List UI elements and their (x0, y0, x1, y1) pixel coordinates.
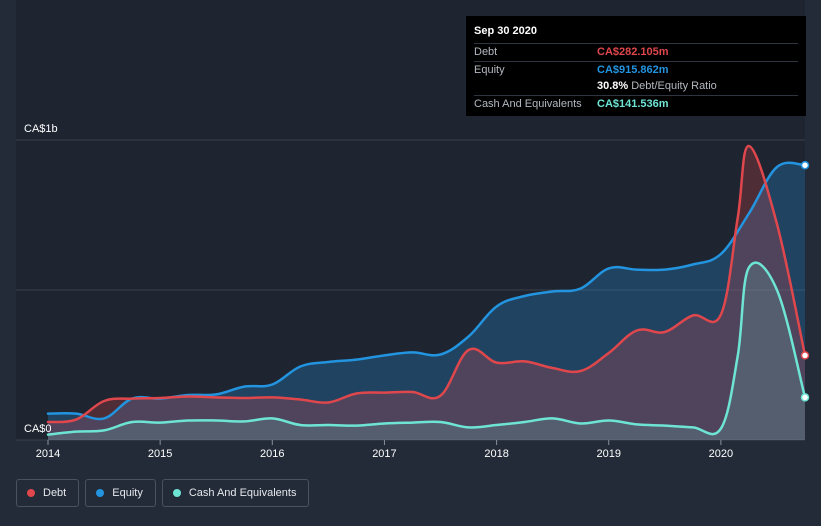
tooltip-debt-label: Debt (474, 46, 498, 59)
tooltip-ratio-value: 30.8% (597, 80, 629, 93)
tooltip-equity-value: CA$915.862m (597, 63, 669, 76)
tooltip-date: Sep 30 2020 (474, 25, 537, 37)
legend-item-cash[interactable]: Cash And Equivalents (161, 479, 310, 507)
line-cash-and-equivalents (46, 261, 807, 436)
tooltip-row-ratio: 30.8% Debt/Equity Ratio (474, 78, 798, 95)
line-debt (46, 144, 807, 424)
endpoint-marker-cash-and-equivalents (800, 393, 810, 402)
endpoint-marker-debt (800, 351, 810, 360)
tooltip-equity-label: Equity (474, 63, 505, 76)
tooltip-row-equity: Equity CA$915.862m (474, 60, 798, 79)
y-label-top: CA$1b (24, 123, 58, 135)
tooltip-panel: Sep 30 2020 Debt CA$282.105m Equity CA$9… (466, 16, 806, 116)
tooltip-row-debt: Debt CA$282.105m (474, 43, 798, 61)
tooltip-ratio-label: Debt/Equity Ratio (631, 80, 717, 93)
area-equity (48, 162, 805, 440)
cash-dot-icon (172, 489, 181, 497)
legend: Debt Equity Cash And Equivalents (16, 479, 310, 507)
area-debt (48, 145, 805, 440)
tooltip-debt-value: CA$282.105m (597, 46, 669, 59)
tooltip-cash-value: CA$141.536m (597, 97, 669, 110)
x-tick-label-2017: 2017 (372, 448, 396, 460)
x-tick-label-2016: 2016 (260, 448, 284, 460)
debt-dot-icon (27, 489, 35, 497)
legend-label-debt: Debt (43, 487, 67, 499)
endpoint-marker-equity (800, 160, 810, 170)
area-cash-and-equivalents (48, 262, 805, 440)
x-tick-label-2014: 2014 (36, 448, 60, 460)
x-tick-label-2020: 2020 (709, 448, 733, 460)
legend-item-equity[interactable]: Equity (85, 479, 156, 507)
legend-label-equity: Equity (112, 487, 143, 499)
tooltip-cash-label: Cash And Equivalents (474, 97, 582, 110)
tooltip-row-cash: Cash And Equivalents CA$141.536m (474, 94, 798, 113)
x-tick-label-2019: 2019 (596, 448, 620, 460)
x-tick-label-2015: 2015 (148, 448, 172, 460)
equity-dot-icon (96, 489, 105, 497)
legend-label-cash: Cash And Equivalents (188, 487, 297, 499)
x-tick-label-2018: 2018 (484, 448, 508, 460)
y-label-zero: CA$0 (24, 423, 52, 435)
legend-item-debt[interactable]: Debt (16, 479, 80, 507)
